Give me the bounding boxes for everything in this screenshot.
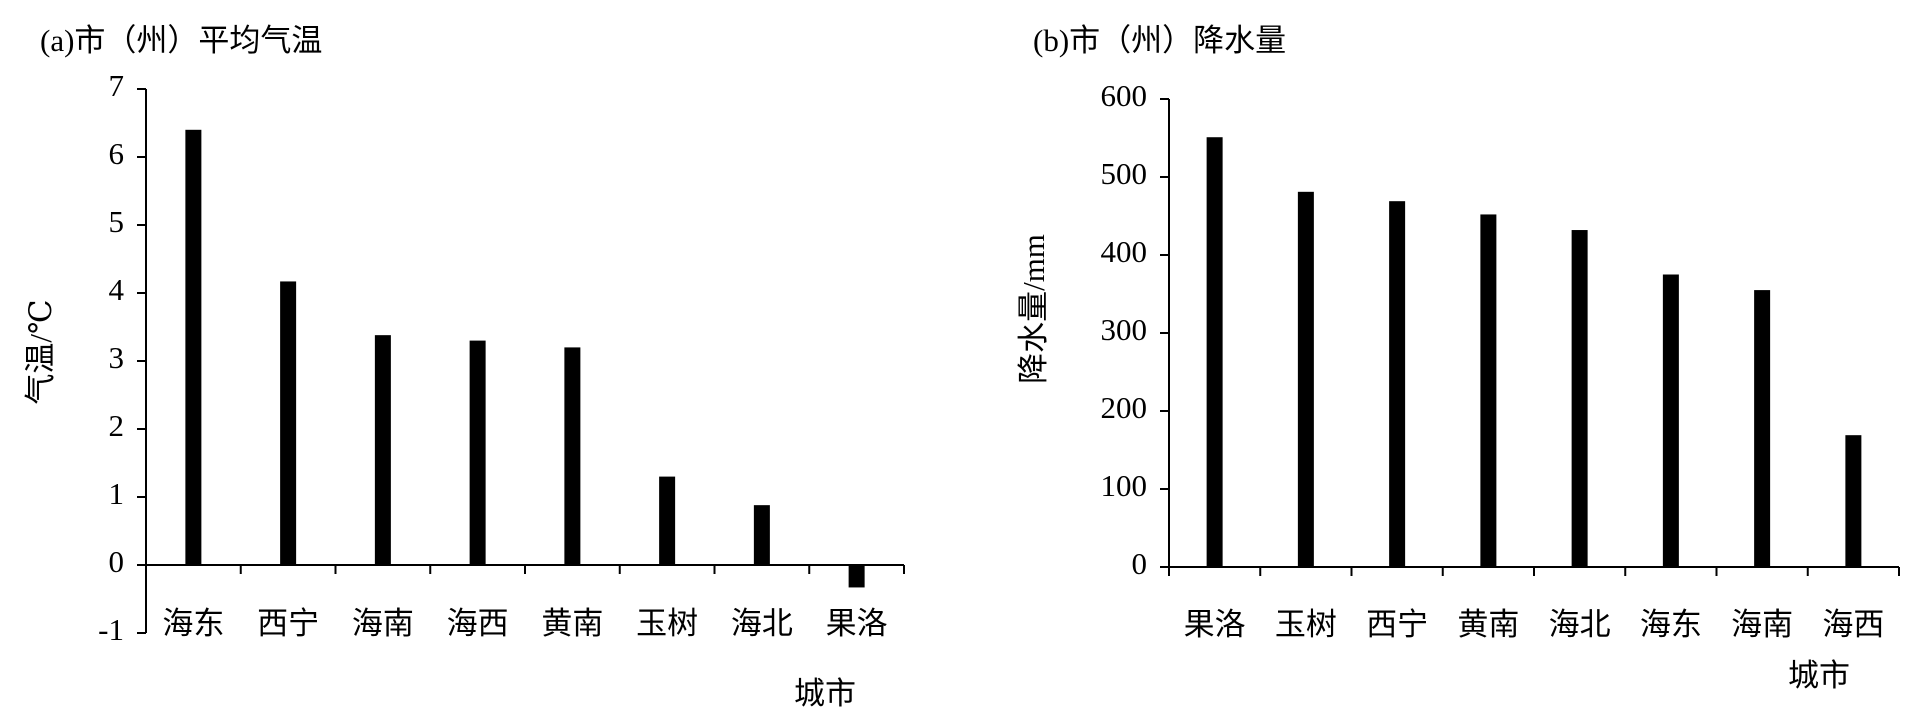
x-tick-label: 玉树 bbox=[1275, 607, 1337, 642]
x-tick-label: 海西 bbox=[1822, 607, 1884, 642]
bar bbox=[753, 505, 770, 565]
y-axis-label: 气温/℃ bbox=[23, 299, 58, 404]
bar bbox=[1754, 290, 1771, 567]
bar bbox=[280, 281, 297, 565]
bar bbox=[1297, 191, 1314, 567]
chart-title: (b)市（州）降水量 bbox=[1033, 23, 1286, 58]
y-tick-label: 1 bbox=[109, 476, 125, 511]
x-tick-label: 黄南 bbox=[1457, 607, 1519, 642]
bar bbox=[564, 347, 581, 565]
y-tick-label: 200 bbox=[1101, 390, 1148, 425]
x-tick-label: 西宁 bbox=[1366, 607, 1428, 642]
x-axis-label: 城市 bbox=[1788, 658, 1850, 693]
y-tick-label: 2 bbox=[109, 408, 125, 443]
bar bbox=[469, 340, 486, 565]
bar bbox=[374, 335, 391, 565]
bar bbox=[1480, 214, 1497, 567]
x-tick-label: 西宁 bbox=[257, 606, 319, 641]
y-tick-label: 0 bbox=[1132, 546, 1148, 581]
y-tick-label: 3 bbox=[109, 340, 125, 375]
bar bbox=[1206, 137, 1223, 567]
bar bbox=[1389, 201, 1406, 567]
bar bbox=[848, 565, 865, 588]
y-tick-label: 300 bbox=[1101, 312, 1148, 347]
y-tick-label: 7 bbox=[109, 68, 125, 103]
x-tick-label: 果洛 bbox=[826, 606, 888, 641]
x-tick-label: 海西 bbox=[447, 606, 509, 641]
x-tick-label: 海南 bbox=[352, 606, 414, 641]
x-tick-label: 海南 bbox=[1731, 607, 1793, 642]
x-tick-label: 黄南 bbox=[541, 606, 603, 641]
chart-title: (a)市（州）平均气温 bbox=[40, 23, 322, 58]
y-tick-label: 6 bbox=[109, 136, 125, 171]
y-tick-label: 100 bbox=[1101, 468, 1148, 503]
x-axis-label: 城市 bbox=[794, 676, 856, 711]
y-tick-label: 500 bbox=[1101, 156, 1148, 191]
y-tick-label: 400 bbox=[1101, 234, 1148, 269]
y-tick-label: 600 bbox=[1101, 78, 1148, 113]
y-tick-label: -1 bbox=[98, 612, 124, 647]
x-tick-label: 海北 bbox=[731, 606, 793, 641]
x-tick-label: 海东 bbox=[162, 606, 224, 641]
y-axis-label: 降水量/mm bbox=[1016, 234, 1051, 384]
bar bbox=[1571, 230, 1588, 568]
bar bbox=[185, 129, 202, 566]
y-tick-label: 4 bbox=[109, 272, 125, 307]
bar bbox=[1662, 274, 1679, 567]
y-tick-label: 0 bbox=[109, 544, 125, 579]
x-tick-label: 果洛 bbox=[1184, 607, 1246, 642]
y-tick-label: 5 bbox=[109, 204, 125, 239]
bar bbox=[1845, 435, 1862, 567]
x-tick-label: 海北 bbox=[1549, 607, 1611, 642]
x-tick-label: 玉树 bbox=[636, 606, 698, 641]
bar bbox=[659, 476, 676, 565]
x-tick-label: 海东 bbox=[1640, 607, 1702, 642]
